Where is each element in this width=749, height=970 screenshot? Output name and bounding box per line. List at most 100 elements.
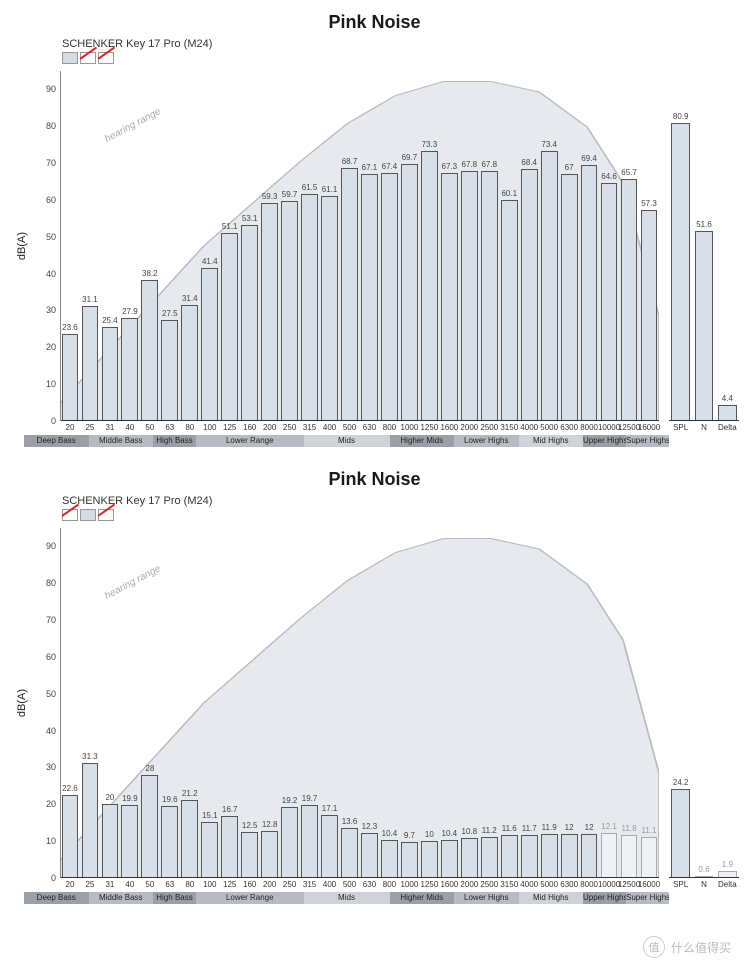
x-tick: 5000 [540, 423, 558, 432]
legend-swatch [62, 509, 78, 521]
bar-value: 69.4 [581, 154, 597, 163]
y-axis-label: dB(A) [16, 232, 28, 260]
bar-value: 61.5 [302, 183, 318, 192]
x-tick: 630 [363, 423, 376, 432]
freq-bar: 21.2 [181, 800, 198, 878]
x-tick: 160 [243, 880, 256, 889]
freq-bar: 12.5 [241, 832, 258, 878]
bar-value: 24.2 [673, 778, 689, 787]
plot-area: dB(A)0102030405060708090hearing range23.… [36, 71, 739, 421]
x-tick: 2000 [460, 423, 478, 432]
x-tick: 40 [125, 423, 134, 432]
bar-value: 59.3 [262, 192, 278, 201]
x-tick: SPL [673, 423, 688, 432]
y-axis: 0102030405060708090 [36, 528, 58, 878]
plot-area: dB(A)0102030405060708090hearing range22.… [36, 528, 739, 878]
x-tick: 16000 [638, 423, 660, 432]
x-tick: 500 [343, 423, 356, 432]
freq-bar: 27.9 [121, 318, 138, 421]
bar-value: 53.1 [242, 214, 258, 223]
range-segment: High Bass [153, 892, 196, 904]
hearing-range-label: hearing range [103, 563, 163, 602]
freq-bar: 15.1 [201, 822, 218, 878]
bar-value: 38.2 [142, 269, 158, 278]
freq-bar: 57.3 [641, 210, 658, 421]
summary-bar: 51.6 [695, 231, 714, 421]
freq-bar: 12 [581, 834, 598, 878]
bar-value: 12.3 [362, 822, 378, 831]
bar-value: 51.1 [222, 222, 238, 231]
range-segment: Upper Highs [583, 892, 626, 904]
freq-bar: 11.1 [641, 837, 658, 878]
x-tick: 50 [145, 423, 154, 432]
y-tick: 0 [51, 416, 56, 426]
freq-bar: 10.4 [381, 840, 398, 878]
bar-value: 20 [105, 793, 114, 802]
x-tick: 800 [383, 880, 396, 889]
bar-value: 11.6 [502, 824, 517, 833]
baseline [60, 877, 659, 878]
freq-bar: 61.5 [301, 194, 318, 421]
bar-value: 12.5 [242, 821, 258, 830]
x-tick: 25 [85, 880, 94, 889]
freq-bar: 59.7 [281, 201, 298, 421]
bar-value: 41.4 [202, 257, 218, 266]
bar-value: 19.9 [122, 794, 138, 803]
x-tick: 250 [283, 880, 296, 889]
freq-bar: 11.2 [481, 837, 498, 878]
x-tick: 6300 [560, 423, 578, 432]
summary-area: 80.9SPL51.6N4.4Delta [669, 71, 739, 421]
freq-bar: 19.9 [121, 805, 138, 878]
y-tick: 40 [46, 726, 56, 736]
x-tick: 1250 [420, 880, 438, 889]
x-tick: 3150 [500, 423, 518, 432]
x-tick: Delta [718, 423, 737, 432]
freq-bar: 12 [561, 834, 578, 878]
bar-value: 11.2 [482, 826, 497, 835]
freq-bar: 31.4 [181, 305, 198, 421]
freq-bar: 67.3 [441, 173, 458, 421]
freq-bar: 20 [102, 804, 119, 878]
range-segment: Mid Highs [519, 892, 584, 904]
legend: SCHENKER Key 17 Pro (M24) [62, 38, 212, 64]
bar-value: 67.4 [382, 162, 398, 171]
x-tick: 50 [145, 880, 154, 889]
bar-value: 11.9 [542, 823, 557, 832]
bars-area: hearing range22.62031.325203119.94028501… [60, 528, 659, 878]
x-tick: 1600 [440, 880, 458, 889]
bar-value: 68.4 [521, 158, 537, 167]
freq-bar: 16.7 [221, 816, 238, 878]
x-tick: 800 [383, 423, 396, 432]
freq-bar: 67 [561, 174, 578, 421]
freq-bar: 27.5 [161, 320, 178, 421]
legend-swatch [98, 52, 114, 64]
freq-bar: 19.2 [281, 807, 298, 878]
bar-value: 68.7 [342, 157, 358, 166]
freq-bar: 59.3 [261, 203, 278, 421]
bar-value: 67.3 [442, 162, 458, 171]
bar-value: 11.1 [642, 826, 657, 835]
freq-bar: 61.1 [321, 196, 338, 421]
x-tick: 10000 [598, 423, 620, 432]
range-segment: Deep Bass [24, 435, 89, 447]
y-tick: 0 [51, 873, 56, 883]
range-segment: Middle Bass [89, 435, 154, 447]
range-segment: Lower Highs [454, 435, 519, 447]
chart-title: Pink Noise [0, 457, 749, 494]
bars-area: hearing range23.62031.12525.43127.94038.… [60, 71, 659, 421]
y-tick: 80 [46, 121, 56, 131]
freq-bar: 28 [141, 775, 158, 878]
y-tick: 70 [46, 615, 56, 625]
x-tick: 12500 [618, 423, 640, 432]
x-tick: 4000 [520, 880, 538, 889]
x-tick: 80 [185, 423, 194, 432]
bar-value: 10.4 [382, 829, 398, 838]
bar-value: 23.6 [62, 323, 78, 332]
x-tick: 8000 [580, 423, 598, 432]
bar-value: 10.8 [462, 827, 478, 836]
range-segment: Higher Mids [390, 892, 455, 904]
x-tick: 400 [323, 423, 336, 432]
x-tick: 100 [203, 880, 216, 889]
legend-swatches [62, 52, 212, 64]
x-tick: 200 [263, 880, 276, 889]
